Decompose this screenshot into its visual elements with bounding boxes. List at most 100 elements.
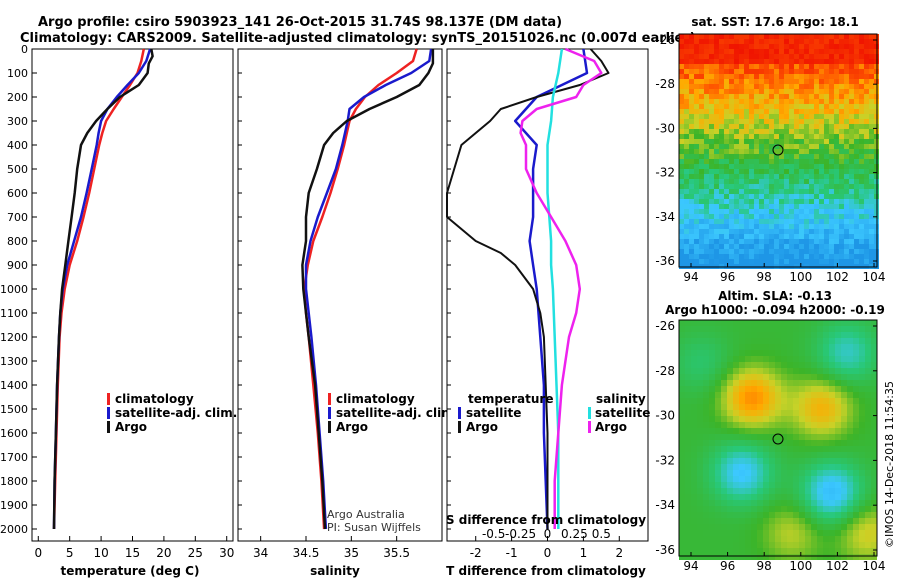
- sst-cell: [749, 154, 754, 159]
- sst-cell: [709, 189, 714, 194]
- sla-cell: [805, 434, 811, 440]
- sla-cell: [835, 446, 841, 452]
- sla-cell: [697, 386, 703, 392]
- sst-cell: [824, 129, 829, 134]
- sst-ytick-label: -34: [655, 210, 675, 224]
- sst-cell: [864, 49, 869, 54]
- sla-cell: [841, 422, 847, 428]
- sla-cell: [721, 494, 727, 500]
- sla-cell: [745, 554, 751, 560]
- sst-cell: [854, 84, 859, 89]
- sst-cell: [839, 54, 844, 59]
- sla-cell: [709, 428, 715, 434]
- sla-cell: [691, 494, 697, 500]
- sst-cell: [864, 159, 869, 164]
- sla-cell: [679, 320, 685, 326]
- sla-cell: [685, 452, 691, 458]
- sla-cell: [703, 512, 709, 518]
- sst-cell: [859, 174, 864, 179]
- sst-cell: [804, 114, 809, 119]
- sla-cell: [733, 458, 739, 464]
- sla-cell: [853, 404, 859, 410]
- depth-tick-label: 1100: [0, 307, 28, 320]
- sla-cell: [811, 404, 817, 410]
- sla-cell: [685, 332, 691, 338]
- sla-cell: [715, 530, 721, 536]
- sst-cell: [814, 219, 819, 224]
- sst-cell: [744, 249, 749, 254]
- sla-cell: [871, 506, 877, 512]
- sst-cell: [724, 229, 729, 234]
- sst-cell: [689, 59, 694, 64]
- sst-cell: [819, 224, 824, 229]
- sla-cell: [865, 548, 871, 554]
- sla-cell: [709, 416, 715, 422]
- sst-cell: [729, 139, 734, 144]
- sst-cell: [834, 49, 839, 54]
- sst-cell: [819, 249, 824, 254]
- sst-cell: [839, 139, 844, 144]
- sst-cell: [814, 254, 819, 259]
- sst-cell: [869, 39, 874, 44]
- sst-cell: [839, 99, 844, 104]
- sla-cell: [775, 368, 781, 374]
- sla-cell: [811, 476, 817, 482]
- depth-tick-label: 200: [7, 91, 28, 104]
- sst-cell: [859, 54, 864, 59]
- sla-cell: [715, 512, 721, 518]
- sst-cell: [719, 164, 724, 169]
- sst-cell: [684, 34, 689, 39]
- sla-cell: [715, 356, 721, 362]
- sst-cell: [804, 154, 809, 159]
- sla-cell: [841, 380, 847, 386]
- sla-cell: [727, 350, 733, 356]
- sst-cell: [834, 79, 839, 84]
- sla-cell: [829, 524, 835, 530]
- sla-cell: [841, 374, 847, 380]
- sst-cell: [684, 69, 689, 74]
- sst-cell: [739, 104, 744, 109]
- sla-cell: [679, 470, 685, 476]
- sst-ytick-label: -32: [655, 166, 675, 180]
- legend-swatch-sal-satellite: [588, 407, 591, 419]
- sla-cell: [829, 338, 835, 344]
- sst-cell: [794, 224, 799, 229]
- sst-cell: [849, 119, 854, 124]
- sla-cell: [781, 548, 787, 554]
- sla-cell: [805, 398, 811, 404]
- sst-cell: [809, 139, 814, 144]
- sst-cell: [744, 234, 749, 239]
- sla-cell: [817, 398, 823, 404]
- sla-cell: [691, 440, 697, 446]
- sst-cell: [679, 259, 684, 264]
- sst-cell: [859, 199, 864, 204]
- sla-cell: [775, 494, 781, 500]
- sla-cell: [805, 554, 811, 560]
- sla-cell: [799, 518, 805, 524]
- sst-cell: [679, 84, 684, 89]
- sst-cell: [789, 199, 794, 204]
- sla-cell: [721, 332, 727, 338]
- sst-cell: [689, 254, 694, 259]
- sst-cell: [774, 159, 779, 164]
- sst-cell: [739, 129, 744, 134]
- sst-cell: [704, 249, 709, 254]
- sla-cell: [823, 380, 829, 386]
- sla-cell: [757, 470, 763, 476]
- sst-cell: [849, 154, 854, 159]
- sla-cell: [679, 464, 685, 470]
- sst-cell: [799, 139, 804, 144]
- sla-cell: [757, 476, 763, 482]
- sla-cell: [817, 494, 823, 500]
- sla-cell: [685, 326, 691, 332]
- sst-cell: [754, 189, 759, 194]
- sst-cell: [809, 39, 814, 44]
- sst-cell: [744, 69, 749, 74]
- sst-cell: [814, 149, 819, 154]
- sla-cell: [859, 416, 865, 422]
- sst-cell: [834, 159, 839, 164]
- sla-cell: [763, 548, 769, 554]
- sla-cell: [793, 428, 799, 434]
- sla-cell: [865, 368, 871, 374]
- sla-cell: [703, 386, 709, 392]
